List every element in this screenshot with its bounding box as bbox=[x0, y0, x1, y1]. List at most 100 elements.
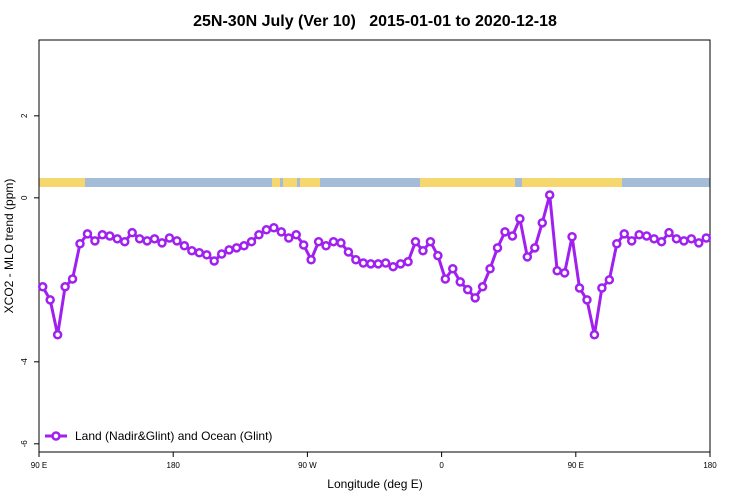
data-point bbox=[112, 234, 123, 244]
data-point bbox=[276, 227, 287, 237]
data-point bbox=[134, 234, 145, 244]
y-tick-label: -6 bbox=[20, 440, 29, 448]
data-point bbox=[216, 249, 227, 259]
data-point bbox=[127, 227, 137, 238]
data-point bbox=[641, 231, 652, 241]
data-point bbox=[306, 254, 316, 265]
x-tick-label: 90 E bbox=[31, 461, 47, 470]
y-tick-label: -4 bbox=[20, 358, 29, 366]
data-point bbox=[351, 254, 361, 265]
legend-label: Land (Nadir&Glint) and Ocean (Glint) bbox=[75, 429, 272, 443]
data-point bbox=[298, 240, 309, 250]
data-point bbox=[52, 330, 63, 340]
data-point bbox=[239, 241, 249, 251]
data-point bbox=[403, 257, 413, 267]
data-point bbox=[179, 241, 190, 251]
data-point bbox=[492, 243, 503, 253]
data-point bbox=[164, 233, 175, 243]
data-point bbox=[246, 236, 257, 247]
data-point bbox=[284, 233, 294, 243]
data-point bbox=[440, 274, 451, 284]
data-point bbox=[477, 282, 488, 292]
data-point bbox=[395, 259, 406, 269]
data-point bbox=[202, 250, 212, 260]
y-axis-label: XCO2 - MLO trend (ppm) bbox=[2, 179, 16, 314]
data-point bbox=[433, 250, 443, 261]
data-point bbox=[45, 295, 55, 305]
data-point bbox=[194, 248, 205, 258]
data-point bbox=[552, 266, 562, 276]
data-point bbox=[388, 261, 398, 272]
legend-marker bbox=[51, 431, 61, 441]
y-tick-label: 0 bbox=[20, 195, 29, 200]
data-point bbox=[60, 282, 70, 292]
data-point bbox=[328, 236, 339, 247]
x-tick-label: 180 bbox=[703, 461, 717, 470]
data-point bbox=[425, 236, 436, 247]
data-point bbox=[612, 238, 622, 249]
data-point bbox=[455, 277, 465, 287]
data-point bbox=[380, 258, 391, 268]
data-point bbox=[261, 225, 272, 235]
data-point bbox=[187, 245, 197, 256]
data-point bbox=[664, 227, 674, 238]
data-point bbox=[589, 330, 600, 340]
x-tick-label: 90 W bbox=[298, 461, 317, 470]
data-point bbox=[559, 268, 570, 278]
data-point bbox=[172, 236, 182, 246]
data-point bbox=[291, 229, 301, 240]
data-point bbox=[649, 234, 659, 244]
data-point bbox=[82, 229, 93, 239]
data-point bbox=[209, 256, 219, 266]
data-point bbox=[373, 259, 383, 269]
data-point bbox=[701, 233, 712, 243]
data-point bbox=[224, 245, 234, 255]
x-tick-label: 0 bbox=[439, 461, 444, 470]
data-point bbox=[90, 236, 100, 246]
data-point bbox=[97, 229, 108, 240]
data-point bbox=[537, 218, 547, 228]
data-point bbox=[694, 238, 704, 248]
land-ocean-strip bbox=[39, 178, 710, 187]
data-point bbox=[37, 282, 48, 292]
data-point bbox=[500, 227, 510, 237]
data-point bbox=[671, 234, 682, 244]
data-point bbox=[67, 274, 78, 284]
data-point bbox=[530, 243, 540, 253]
data-point bbox=[522, 252, 533, 262]
data-point bbox=[313, 236, 324, 247]
chart-title: 25N-30N July (Ver 10) 2015-01-01 to 2020… bbox=[193, 13, 557, 30]
data-point bbox=[231, 243, 242, 253]
data-point bbox=[254, 229, 264, 240]
data-point bbox=[470, 293, 480, 303]
data-point bbox=[567, 232, 577, 242]
data-point bbox=[679, 236, 689, 246]
data-point bbox=[597, 283, 607, 293]
data-point bbox=[149, 234, 160, 244]
data-point bbox=[656, 236, 667, 247]
data-point bbox=[366, 259, 376, 269]
data-point bbox=[604, 275, 615, 285]
data-point bbox=[507, 231, 518, 241]
data-point bbox=[515, 213, 525, 224]
data-point bbox=[619, 229, 630, 239]
data-point bbox=[321, 241, 331, 251]
data-point bbox=[343, 247, 354, 257]
data-point bbox=[686, 234, 697, 244]
data-point bbox=[142, 236, 152, 246]
x-tick-label: 180 bbox=[167, 461, 181, 470]
data-point bbox=[418, 245, 428, 256]
data-point bbox=[574, 283, 585, 293]
plot-frame bbox=[38, 39, 711, 453]
data-point bbox=[544, 190, 555, 200]
data-point bbox=[410, 236, 421, 247]
data-point bbox=[462, 284, 473, 295]
data-point bbox=[448, 264, 458, 274]
data-point bbox=[269, 223, 279, 233]
data-point bbox=[358, 258, 369, 268]
data-point bbox=[75, 238, 85, 249]
y-tick-label: 2 bbox=[20, 113, 29, 118]
data-point bbox=[582, 295, 592, 305]
x-tick-label: 90 E bbox=[568, 461, 584, 470]
